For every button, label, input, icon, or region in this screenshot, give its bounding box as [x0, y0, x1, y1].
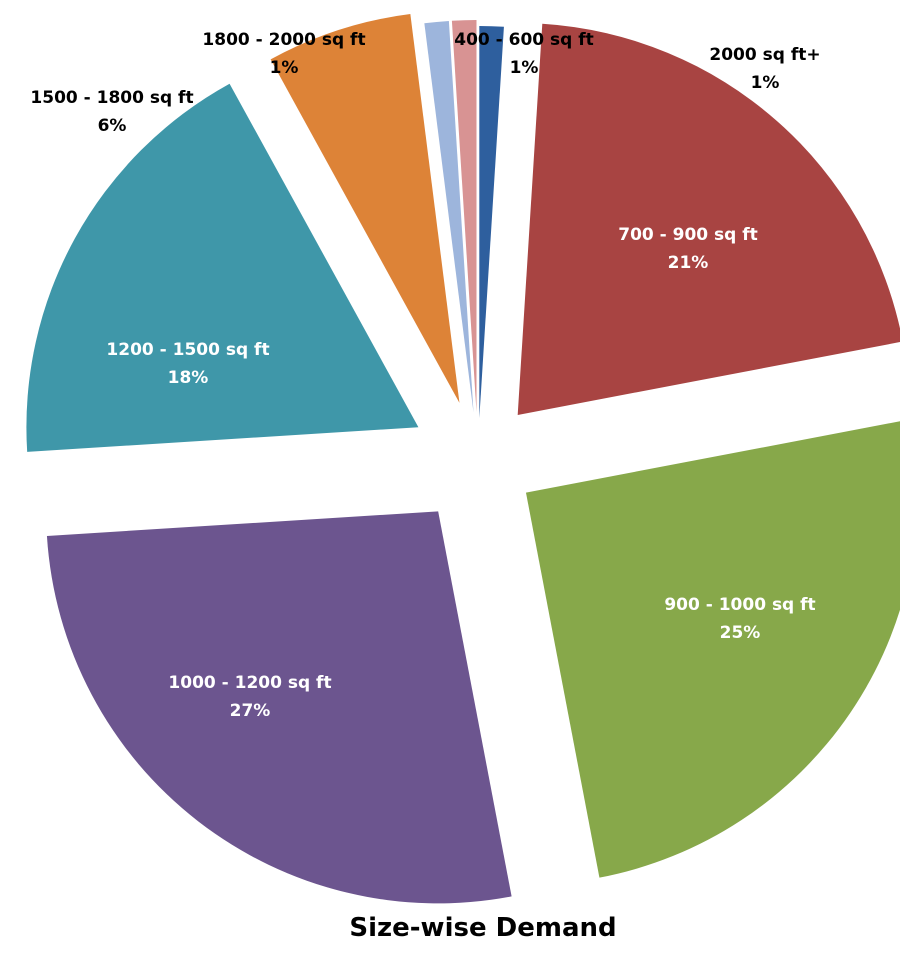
slice-label: 400 - 600 sq ft 1%: [454, 30, 594, 78]
slice-percent-label: 21%: [668, 253, 709, 273]
slice-percent-label: 1%: [751, 73, 780, 93]
pie-slice: [517, 23, 900, 415]
slice-label: 1200 - 1500 sq ft 18%: [106, 340, 269, 388]
slice-label: 700 - 900 sq ft 21%: [618, 225, 758, 273]
pie-slice: [270, 14, 460, 403]
chart-title: Size-wise Demand: [349, 913, 616, 943]
pie-slice: [525, 421, 900, 878]
slice-category-label: 900 - 1000 sq ft: [664, 595, 815, 615]
slice-label: 1800 - 2000 sq ft 1%: [202, 30, 365, 78]
slice-label: 2000 sq ft+ 1%: [709, 45, 820, 93]
pie-slice: [26, 83, 419, 452]
slice-label: 1500 - 1800 sq ft 6%: [30, 88, 193, 136]
slice-category-label: 400 - 600 sq ft: [454, 30, 594, 50]
pie-slice: [424, 20, 474, 413]
pie-slice: [451, 20, 477, 413]
slice-category-label: 2000 sq ft+: [709, 45, 820, 65]
pie-slice: [46, 511, 512, 904]
slice-label: 900 - 1000 sq ft 25%: [664, 595, 815, 643]
slice-label: 1000 - 1200 sq ft 27%: [168, 673, 331, 721]
slice-percent-label: 1%: [510, 58, 539, 78]
slice-percent-label: 6%: [98, 116, 127, 136]
slice-percent-label: 18%: [168, 368, 209, 388]
slice-category-label: 700 - 900 sq ft: [618, 225, 758, 245]
slice-category-label: 1500 - 1800 sq ft: [30, 88, 193, 108]
slice-category-label: 1800 - 2000 sq ft: [202, 30, 365, 50]
pie-slice: [479, 26, 504, 419]
pie-labels: 2000 sq ft+ 1% 700 - 900 sq ft 21% 900 - 100…: [30, 30, 820, 721]
pie-slices: [26, 14, 900, 904]
slice-percent-label: 27%: [230, 701, 271, 721]
slice-percent-label: 25%: [720, 623, 761, 643]
slice-category-label: 1200 - 1500 sq ft: [106, 340, 269, 360]
slice-percent-label: 1%: [270, 58, 299, 78]
slice-category-label: 1000 - 1200 sq ft: [168, 673, 331, 693]
